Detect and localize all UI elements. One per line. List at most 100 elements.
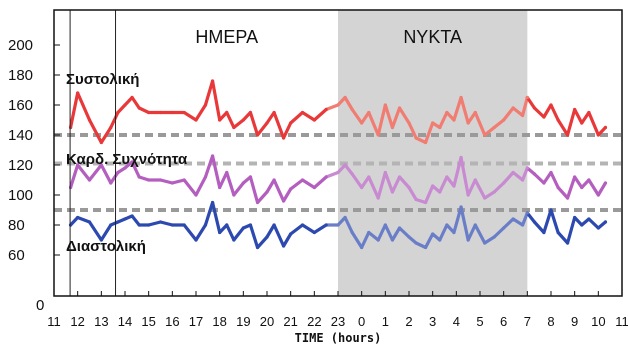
series-point-2-51 — [511, 217, 515, 221]
series-line-1-1 — [324, 155, 529, 205]
series-point-1-46 — [466, 193, 470, 197]
series-point-0-54 — [532, 106, 537, 110]
x-tick-label-10: 21 — [283, 314, 297, 329]
series-point-2-13 — [194, 238, 198, 242]
series-point-2-49 — [492, 235, 496, 239]
series-point-2-11 — [170, 223, 174, 227]
series-point-0-45 — [459, 95, 463, 100]
series-point-1-31 — [350, 172, 354, 176]
x-tick-label-24: 11 — [615, 314, 628, 329]
x-tick-label-14: 1 — [382, 314, 389, 329]
series-point-1-17 — [225, 170, 229, 175]
series-point-0-40 — [423, 140, 428, 145]
series-point-0-34 — [376, 133, 380, 137]
series-point-1-26 — [300, 178, 305, 182]
series-point-1-59 — [573, 175, 577, 179]
series-point-2-33 — [367, 230, 371, 235]
series-point-2-58 — [565, 241, 570, 245]
series-point-2-18 — [232, 238, 236, 242]
series-point-1-3 — [99, 163, 103, 167]
series-point-0-29 — [336, 103, 340, 107]
series-point-0-9 — [147, 110, 151, 115]
series-point-2-63 — [603, 220, 608, 224]
series-point-0-8 — [137, 106, 141, 110]
series-point-2-31 — [350, 230, 354, 235]
series-point-2-40 — [423, 245, 428, 250]
series-point-1-32 — [360, 185, 364, 190]
x-tick-label-17: 4 — [453, 314, 460, 329]
series-point-2-44 — [452, 230, 456, 235]
series-point-0-52 — [521, 113, 525, 118]
series-point-0-56 — [549, 103, 553, 107]
series-label-2: Διαστολική — [66, 238, 146, 255]
series-point-0-1 — [76, 91, 80, 95]
series-point-1-11 — [170, 181, 174, 185]
series-point-2-62 — [596, 226, 600, 230]
y-tick-label-6: 80 — [8, 217, 25, 234]
series-point-2-36 — [390, 238, 395, 242]
y-tick-label-5: 100 — [8, 187, 33, 204]
series-point-1-51 — [511, 170, 515, 175]
period-label-1: ΝΥΚΤΑ — [403, 27, 462, 47]
series-point-1-41 — [431, 184, 435, 188]
x-tick-label-1: 12 — [70, 314, 84, 329]
x-tick-label-19: 6 — [500, 314, 507, 329]
series-point-2-38 — [407, 235, 411, 239]
series-point-1-44 — [452, 184, 456, 188]
series-point-1-47 — [473, 178, 477, 182]
series-point-2-46 — [466, 238, 470, 242]
series-point-0-14 — [203, 103, 208, 107]
series-point-1-27 — [312, 185, 316, 190]
x-tick-label-12: 23 — [331, 314, 345, 329]
series-point-1-45 — [459, 155, 463, 160]
x-tick-label-5: 16 — [165, 314, 179, 329]
series-point-0-62 — [596, 133, 600, 137]
series-point-2-59 — [573, 215, 577, 220]
series-point-1-1 — [76, 163, 80, 167]
series-point-2-4 — [109, 223, 113, 227]
x-tick-label-18: 5 — [476, 314, 483, 329]
series-point-1-40 — [423, 200, 428, 205]
series-point-1-13 — [194, 193, 198, 197]
series-point-1-19 — [241, 181, 245, 185]
series-point-0-20 — [248, 110, 253, 115]
series-point-2-52 — [521, 223, 525, 227]
series-point-0-11 — [170, 110, 174, 115]
x-tick-label-9: 20 — [260, 314, 274, 329]
x-tick-label-3: 14 — [118, 314, 132, 329]
series-point-1-62 — [596, 193, 600, 197]
y-tick-label-7: 60 — [8, 247, 25, 264]
series-point-1-35 — [383, 170, 387, 175]
series-point-2-12 — [182, 223, 186, 227]
series-point-2-56 — [549, 208, 553, 212]
series-point-0-35 — [383, 103, 387, 107]
series-point-2-28 — [324, 223, 328, 227]
series-point-2-5 — [116, 220, 120, 224]
series-point-1-54 — [532, 172, 537, 176]
series-point-0-19 — [241, 118, 245, 122]
series-point-0-7 — [130, 95, 134, 100]
series-point-0-5 — [116, 110, 120, 115]
series-point-2-48 — [483, 241, 487, 245]
series-point-0-3 — [99, 140, 103, 145]
series-point-2-55 — [542, 230, 546, 235]
x-axis-label: TIME (hours) — [295, 331, 382, 345]
series-point-0-4 — [109, 125, 113, 130]
series-point-1-9 — [147, 178, 151, 182]
x-tick-label-4: 15 — [141, 314, 155, 329]
series-point-2-43 — [445, 223, 449, 227]
y-tick-label-bottom: 0 — [36, 297, 44, 314]
series-point-1-30 — [343, 163, 347, 167]
series-point-1-33 — [367, 175, 371, 179]
series-point-0-61 — [587, 110, 591, 115]
series-point-0-6 — [123, 103, 127, 107]
period-label-0: ΗΜΕΡΑ — [195, 27, 258, 47]
x-tick-label-2: 13 — [94, 314, 108, 329]
series-point-2-10 — [158, 220, 163, 224]
series-point-2-3 — [99, 238, 103, 242]
series-point-1-23 — [272, 178, 276, 182]
series-point-1-25 — [289, 187, 293, 191]
series-point-1-4 — [109, 181, 113, 185]
series-point-0-60 — [580, 121, 584, 125]
